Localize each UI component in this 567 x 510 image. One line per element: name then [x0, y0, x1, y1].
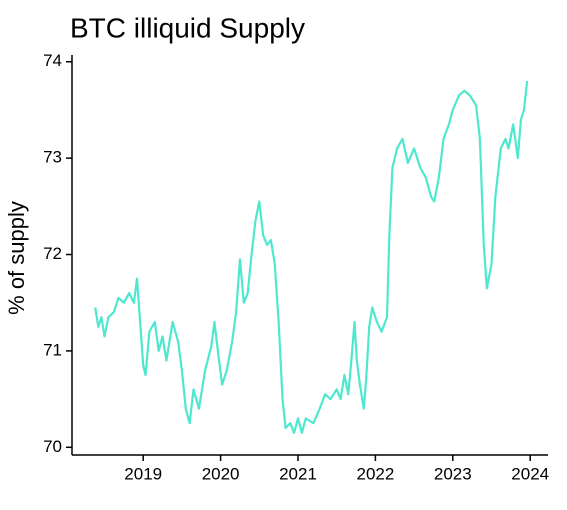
y-tick-label: 74: [43, 51, 62, 70]
chart-title: BTC illiquid Supply: [70, 12, 305, 43]
x-tick-label: 2022: [356, 464, 394, 483]
x-tick-label: 2021: [279, 464, 317, 483]
y-axis-label: % of supply: [4, 201, 29, 315]
y-tick-label: 71: [43, 340, 62, 359]
line: [94, 80, 529, 434]
x-tick-label: 2024: [511, 464, 549, 483]
y-tick-label: 70: [43, 437, 62, 456]
y-tick-label: 72: [43, 244, 62, 263]
y-tick-label: 73: [43, 148, 62, 167]
x-tick-label: 2019: [124, 464, 162, 483]
x-tick-label: 2023: [434, 464, 472, 483]
x-tick-label: 2020: [202, 464, 240, 483]
